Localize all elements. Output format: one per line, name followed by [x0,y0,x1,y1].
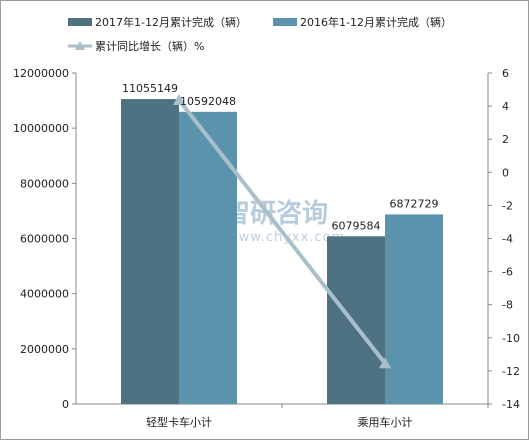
y-right-tick-label: -4 [502,233,513,246]
y-left-tick-label: 0 [62,398,69,411]
growth-line [173,93,391,369]
bar-data-label: 11055149 [122,82,178,95]
legend-swatch-2017 [68,18,92,26]
bar-data-label: 6872729 [390,197,439,210]
y-right-tick-label: -10 [502,332,520,345]
growth-line-path [177,98,387,365]
y-left-tick-label: 12000000 [13,67,69,80]
legend: 2017年1-12月累计完成（辆） 2016年1-12月累计完成（辆） 累计同比… [68,15,452,53]
bar [121,99,179,405]
bar [179,111,237,405]
x-tick-label: 轻型卡车小计 [146,415,212,429]
legend-label-2016: 2016年1-12月累计完成（辆） [300,15,452,29]
y-left-tick-label: 4000000 [20,288,69,301]
y-right-tick-label: -14 [502,398,520,411]
growth-point [379,357,391,369]
y-right-tick-label: -6 [502,266,513,279]
axes: 0 2000000 4000000 6000000 8000000 10000000 120… [13,67,520,429]
y-right-tick-label: -12 [502,365,520,378]
y-right-tick-label: -8 [502,299,513,312]
y-right-tick-label: 4 [502,100,509,113]
legend-label-growth: 累计同比增长（辆）% [95,39,204,53]
y-right-tick-label: -2 [502,199,513,212]
bar-data-label: 6079584 [332,219,381,232]
y-left-tick-label: 8000000 [20,177,69,190]
bar [327,236,385,404]
legend-swatch-2016 [273,18,297,26]
legend-marker-growth [75,41,85,50]
growth-point [173,93,185,105]
x-tick-label: 乘用车小计 [358,415,413,429]
bar-data-label: 10592048 [180,95,236,108]
y-left-tick-label: 2000000 [20,343,69,356]
bar [385,214,443,404]
legend-label-2017: 2017年1-12月累计完成（辆） [95,15,247,29]
y-right-tick-label: 6 [502,67,509,80]
bars [121,99,443,405]
y-left-tick-label: 6000000 [20,233,69,246]
y-right-tick-label: 2 [502,133,509,146]
y-right-tick-label: 0 [502,166,509,179]
y-left-tick-label: 10000000 [13,122,69,135]
